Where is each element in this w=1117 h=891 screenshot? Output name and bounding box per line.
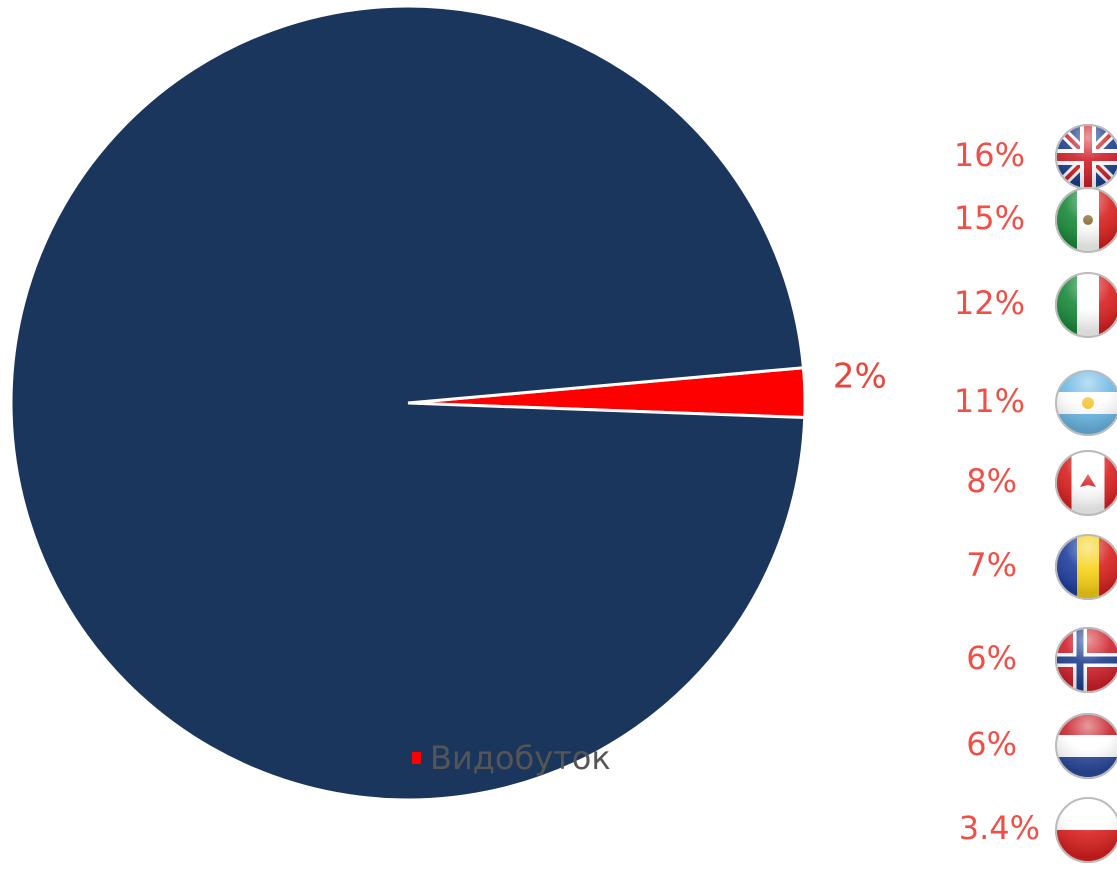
flag-gloss [1055, 124, 1117, 190]
share-label: 16% [954, 136, 1025, 174]
flag-rim [1055, 272, 1117, 338]
share-label: 3.4% [959, 809, 1040, 847]
pie-slice [9, 4, 807, 802]
share-label: 6% [966, 725, 1017, 763]
flag-rim [1055, 797, 1117, 863]
flag-gloss [1055, 797, 1117, 863]
flag-gloss [1055, 450, 1117, 516]
flag-rim [1055, 627, 1117, 693]
legend-swatch [412, 752, 421, 764]
flag-icon [1055, 370, 1117, 436]
flag-gloss [1055, 627, 1117, 693]
flag-icon [1055, 187, 1117, 253]
flag-gloss [1055, 534, 1117, 600]
flag-gloss [1055, 272, 1117, 338]
share-label: 15% [954, 199, 1025, 237]
share-label: 7% [966, 546, 1017, 584]
flag-icon [1055, 797, 1117, 863]
slice-label: 2% [833, 356, 887, 396]
flag-icon [1055, 627, 1117, 693]
flag-rim [1055, 450, 1117, 516]
pie: 2% Видобуток [9, 4, 887, 802]
flag-list: 16% 15% 12% 11% 8% 7% 6% 6% 3.4% [954, 124, 1117, 863]
legend-label: Видобуток [430, 739, 611, 777]
flag-icon [1055, 272, 1117, 338]
share-label: 6% [966, 639, 1017, 677]
flag-rim [1055, 534, 1117, 600]
flag-icon [1055, 450, 1117, 516]
flag-icon [1055, 124, 1117, 190]
share-label: 8% [966, 462, 1017, 500]
flag-icon [1055, 713, 1117, 779]
flag-gloss [1055, 370, 1117, 436]
flag-rim [1055, 187, 1117, 253]
share-label: 11% [954, 382, 1025, 420]
flag-gloss [1055, 713, 1117, 779]
flag-rim [1055, 370, 1117, 436]
flag-rim [1055, 713, 1117, 779]
flag-icon [1055, 534, 1117, 600]
flag-gloss [1055, 187, 1117, 253]
share-label: 12% [954, 284, 1025, 322]
